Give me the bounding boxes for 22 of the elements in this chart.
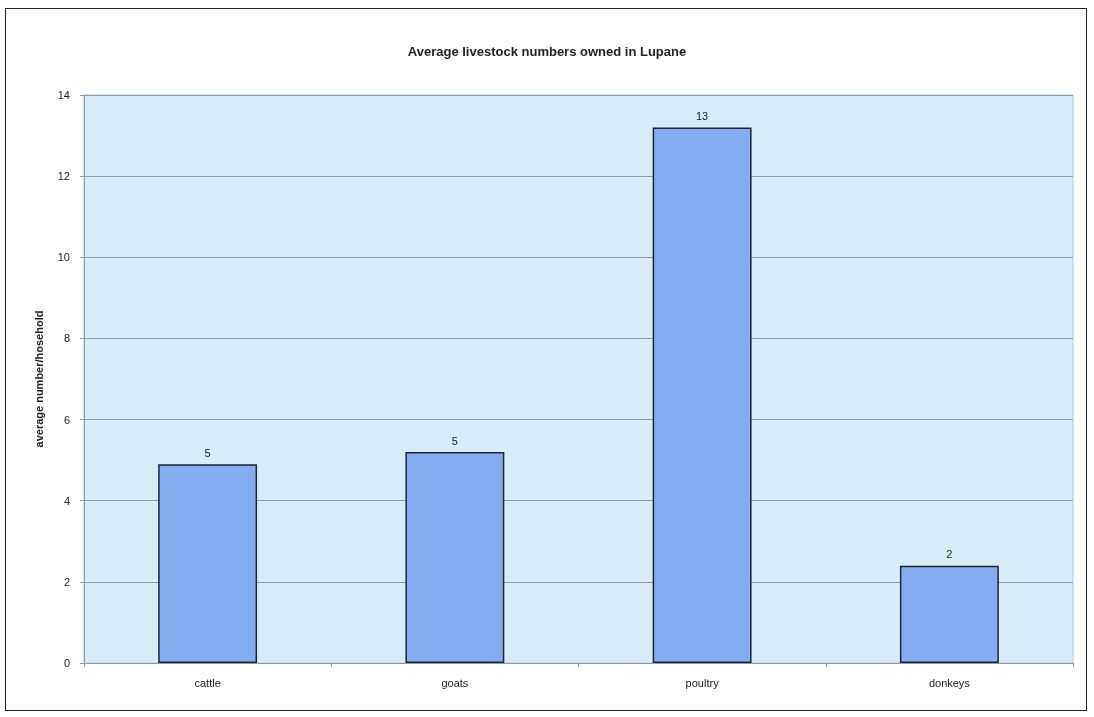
x-tick-label: donkeys [928, 676, 971, 689]
y-tick-label: 4 [63, 494, 70, 507]
data-label: 5 [451, 434, 458, 447]
bar [899, 565, 999, 663]
data-label: 13 [696, 109, 709, 122]
chart-title: Average livestock numbers owned in Lupane [407, 44, 687, 59]
y-tick-label: 0 [63, 657, 70, 669]
bar [652, 127, 752, 663]
bar [158, 464, 258, 663]
x-tick-label: goats [441, 676, 469, 689]
y-tick-label: 10 [57, 251, 70, 264]
y-tick-label: 6 [63, 413, 70, 426]
y-tick-label: 12 [57, 170, 70, 183]
y-axis-title: average number/hosehold [32, 310, 45, 448]
data-label: 5 [204, 446, 211, 459]
y-tick-label: 14 [57, 89, 70, 101]
y-tick-label: 2 [63, 575, 70, 588]
x-tick-label: cattle [194, 676, 221, 689]
x-tick-label: poultry [685, 676, 720, 689]
y-tick-label: 8 [63, 332, 70, 345]
data-label: 2 [946, 548, 953, 561]
bar [405, 452, 505, 663]
